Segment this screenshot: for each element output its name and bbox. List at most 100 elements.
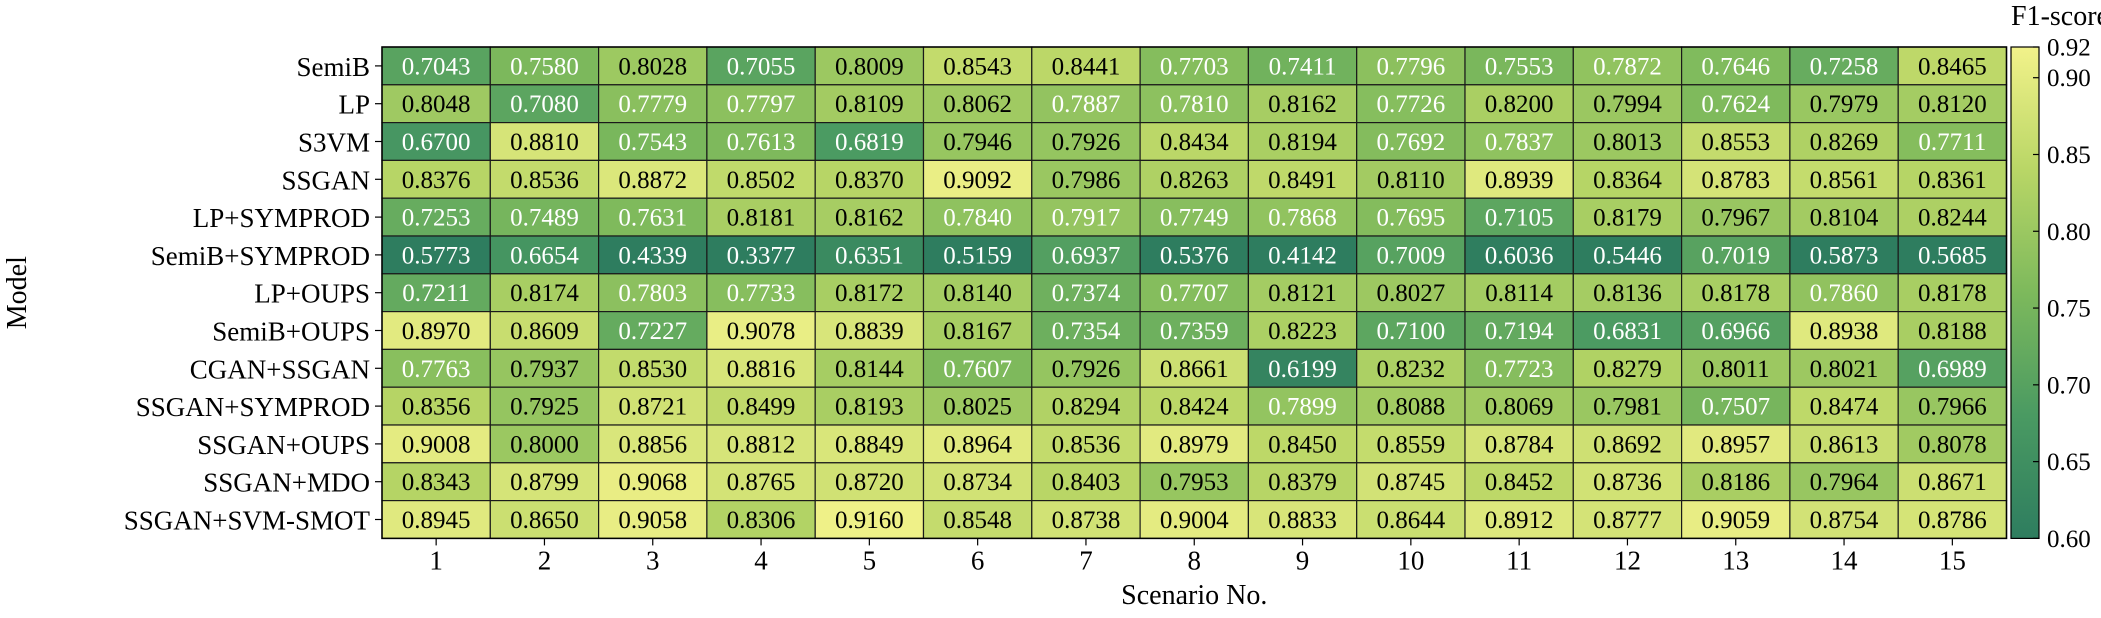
heatmap-cell xyxy=(1031,197,1141,237)
cell-value-label: 0.8474 xyxy=(1810,394,1879,421)
heatmap-cell xyxy=(489,424,600,464)
colorbar-tick-label: 0.65 xyxy=(2047,449,2091,476)
cell-value-label: 0.8491 xyxy=(1268,167,1337,194)
cell-value-label: 0.8839 xyxy=(835,318,904,345)
heatmap-cell xyxy=(814,159,925,199)
cell-value-label: 0.8812 xyxy=(727,431,796,458)
x-tick-label: 12 xyxy=(1614,545,1641,575)
heatmap-cell xyxy=(1247,273,1358,313)
cell-value-label: 0.8306 xyxy=(727,507,796,534)
cell-value-label: 0.8856 xyxy=(618,431,687,458)
heatmap-cell xyxy=(1680,273,1791,313)
cell-value-label: 0.7926 xyxy=(1052,129,1121,156)
heatmap-cell xyxy=(1247,235,1358,275)
x-tick-label: 13 xyxy=(1722,545,1749,575)
cell-value-label: 0.8434 xyxy=(1160,129,1229,156)
cell-value-label: 0.8078 xyxy=(1918,431,1987,458)
cell-value-label: 0.8162 xyxy=(835,205,904,232)
heatmap-cell xyxy=(1464,500,1574,540)
cell-value-label: 0.8939 xyxy=(1485,167,1554,194)
cell-value-label: 0.8144 xyxy=(835,356,904,383)
heatmap-cell xyxy=(381,235,491,275)
cell-value-label: 0.8799 xyxy=(510,469,579,496)
heatmap-cell xyxy=(1680,386,1791,426)
heatmap-cell xyxy=(1247,159,1358,199)
heatmap-cell xyxy=(922,46,1033,86)
cell-value-label: 0.8009 xyxy=(835,53,904,80)
cell-value-label: 0.7711 xyxy=(1918,129,1986,156)
cell-value-label: 0.8561 xyxy=(1810,167,1879,194)
heatmap-cell xyxy=(1572,348,1683,388)
cell-value-label: 0.6700 xyxy=(402,129,471,156)
colorbar-title: F1-score xyxy=(2011,1,2101,32)
heatmap-cell xyxy=(1031,348,1141,388)
cell-value-label: 0.5685 xyxy=(1918,242,1987,269)
heatmap-cell xyxy=(597,235,708,275)
cell-value-label: 0.8548 xyxy=(943,507,1012,534)
heatmap-cell xyxy=(489,46,600,86)
cell-value-label: 0.7763 xyxy=(402,356,471,383)
cell-value-label: 0.9004 xyxy=(1160,507,1229,534)
heatmap-cell xyxy=(1356,121,1466,161)
cell-value-label: 0.7803 xyxy=(618,280,687,307)
cell-value-label: 0.8356 xyxy=(402,394,471,421)
heatmap-cell xyxy=(1139,235,1249,275)
cell-value-label: 0.8223 xyxy=(1268,318,1337,345)
cell-value-label: 0.8465 xyxy=(1918,53,1987,80)
cell-value-label: 0.8193 xyxy=(835,394,904,421)
cell-value-label: 0.8069 xyxy=(1485,394,1554,421)
cell-value-label: 0.4142 xyxy=(1268,242,1337,269)
cell-value-label: 0.8361 xyxy=(1918,167,1987,194)
cell-value-label: 0.8364 xyxy=(1593,167,1662,194)
heatmap-cell xyxy=(1031,424,1141,464)
heatmap-cell xyxy=(1356,424,1466,464)
cell-value-label: 0.8370 xyxy=(835,167,904,194)
heatmap-cell xyxy=(1789,159,1899,199)
heatmap-cell xyxy=(706,197,816,237)
heatmap-cell xyxy=(1789,235,1899,275)
x-tick-label: 15 xyxy=(1939,545,1966,575)
cell-value-label: 0.8244 xyxy=(1918,205,1987,232)
heatmap-cell xyxy=(922,273,1033,313)
cell-value-label: 0.8120 xyxy=(1918,91,1987,118)
cell-value-label: 0.7917 xyxy=(1052,205,1121,232)
cell-value-label: 0.7607 xyxy=(943,356,1012,383)
heatmap-cell xyxy=(1680,84,1791,124)
cell-value-label: 0.8810 xyxy=(510,129,579,156)
cell-value-label: 0.7695 xyxy=(1376,205,1445,232)
heatmap-cell xyxy=(1139,159,1249,199)
colorbar-tick-label: 0.92 xyxy=(2047,35,2091,62)
cell-value-label: 0.7840 xyxy=(943,205,1012,232)
cell-value-label: 0.8178 xyxy=(1918,280,1987,307)
heatmap-cell xyxy=(1139,348,1249,388)
heatmap-cell xyxy=(1247,121,1358,161)
cell-value-label: 0.7837 xyxy=(1485,129,1554,156)
cell-value-label: 0.8543 xyxy=(943,53,1012,80)
heatmap-cell xyxy=(1356,273,1466,313)
column-labels: 1 2 3 4 5 6 7 8 9 10 11 12 13 14 15 xyxy=(429,538,1966,575)
cell-value-label: 0.9092 xyxy=(943,167,1012,194)
heatmap-cell xyxy=(1572,197,1683,237)
heatmap-cell xyxy=(706,348,816,388)
heatmap-cell xyxy=(1789,84,1899,124)
heatmap-cell xyxy=(1247,348,1358,388)
cell-value-label: 0.7937 xyxy=(510,356,579,383)
heatmap-cell xyxy=(706,386,816,426)
y-tick-label: SSGAN+SYMPROD xyxy=(136,392,370,422)
cell-value-label: 0.7043 xyxy=(402,53,471,80)
cell-value-label: 0.7967 xyxy=(1701,205,1770,232)
cell-value-label: 0.7733 xyxy=(727,280,796,307)
row-labels: SemiB LP S3VM SSGAN LP+SYMPROD SemiB+SYMPROD L… xyxy=(124,52,382,536)
heatmap-cell xyxy=(1139,386,1249,426)
heatmap-cell xyxy=(1897,500,2008,540)
heatmap-cell xyxy=(1572,46,1683,86)
cell-value-label: 0.7723 xyxy=(1485,356,1554,383)
cell-value-label: 0.7887 xyxy=(1052,91,1121,118)
cell-value-label: 0.7925 xyxy=(510,394,579,421)
heatmap-cell xyxy=(597,159,708,199)
cell-value-label: 0.8048 xyxy=(402,91,471,118)
heatmap-cell xyxy=(1897,311,2008,351)
cell-value-label: 0.8553 xyxy=(1701,129,1770,156)
cell-value-label: 0.7359 xyxy=(1160,318,1229,345)
cell-value-label: 0.7613 xyxy=(727,129,796,156)
